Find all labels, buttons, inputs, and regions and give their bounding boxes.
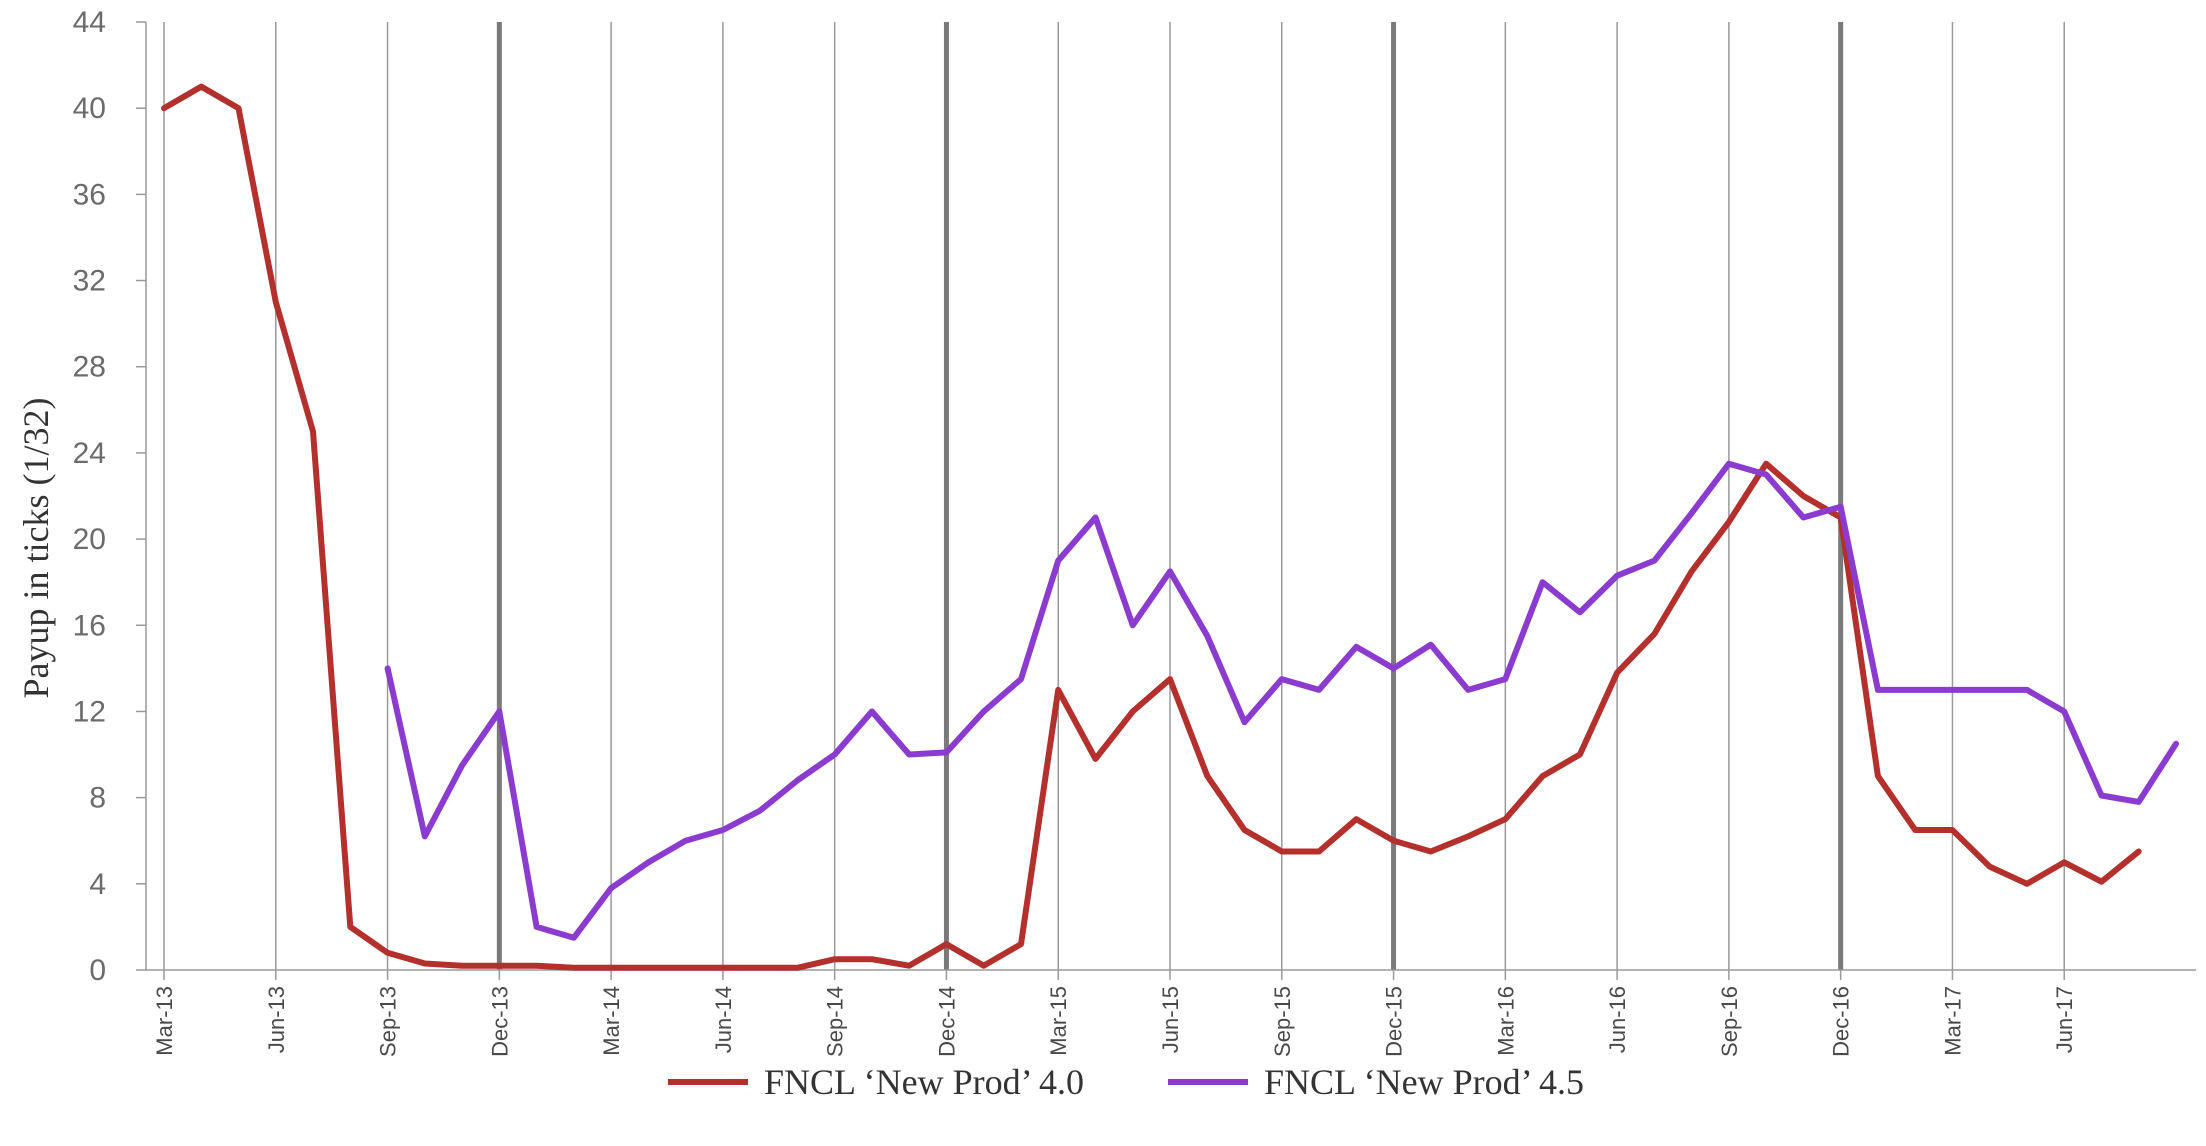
x-tick-label: Jun-16	[1605, 986, 1630, 1053]
y-tick-label: 28	[73, 351, 106, 384]
y-tick-label: 44	[73, 6, 106, 39]
y-axis-ticks: 0 4 8 12 16 20 24 28 32 36 40 44	[73, 6, 106, 987]
x-tick-label: Sep-16	[1717, 986, 1742, 1057]
y-tick-label: 36	[73, 178, 106, 211]
y-tick-label: 4	[89, 868, 106, 901]
y-axis-label: Payup in ticks (1/32)	[16, 398, 56, 699]
grid	[163, 22, 2065, 970]
x-axis-ticks: Mar-13 Jun-13 Sep-13 Dec-13 Mar-14 Jun-14 Sep-…	[152, 986, 2077, 1057]
y-tick-label: 40	[73, 92, 106, 125]
x-tick-label: Sep-14	[823, 986, 848, 1057]
series-line-2	[384, 460, 2179, 941]
series-lines	[161, 83, 2179, 971]
axes	[136, 21, 2196, 980]
legend-label: FNCL ‘New Prod’ 4.0	[764, 1062, 1084, 1102]
legend-label: FNCL ‘New Prod’ 4.5	[1264, 1062, 1584, 1102]
y-tick-label: 24	[73, 437, 106, 470]
x-tick-label: Dec-13	[487, 986, 512, 1057]
y-tick-label: 16	[73, 609, 106, 642]
x-tick-label: Mar-16	[1493, 986, 1518, 1056]
x-tick-label: Mar-15	[1046, 986, 1071, 1056]
x-tick-label: Dec-15	[1382, 986, 1407, 1057]
x-tick-label: Sep-13	[376, 986, 401, 1057]
legend[interactable]: FNCL ‘New Prod’ 4.0 FNCL ‘New Prod’ 4.5	[668, 1062, 1584, 1102]
x-tick-label: Dec-14	[934, 986, 959, 1057]
y-tick-label: 0	[89, 954, 106, 987]
y-tick-label: 12	[73, 695, 106, 728]
y-tick-label: 20	[73, 523, 106, 556]
series-line-1	[161, 83, 2142, 971]
x-tick-label: Jun-14	[711, 986, 736, 1053]
x-tick-label: Mar-14	[599, 986, 624, 1056]
x-tick-label: Sep-15	[1270, 986, 1295, 1057]
x-tick-label: Jun-17	[2052, 986, 2077, 1053]
x-tick-label: Mar-17	[1940, 986, 1965, 1056]
y-tick-label: 32	[73, 265, 106, 298]
legend-item-1[interactable]: FNCL ‘New Prod’ 4.0	[668, 1062, 1084, 1102]
x-tick-label: Dec-16	[1829, 986, 1854, 1057]
x-tick-label: Mar-13	[152, 986, 177, 1056]
y-tick-label: 8	[89, 782, 106, 815]
x-tick-label: Jun-13	[264, 986, 289, 1053]
legend-item-2[interactable]: FNCL ‘New Prod’ 4.5	[1168, 1062, 1584, 1102]
x-tick-label: Jun-15	[1158, 986, 1183, 1053]
